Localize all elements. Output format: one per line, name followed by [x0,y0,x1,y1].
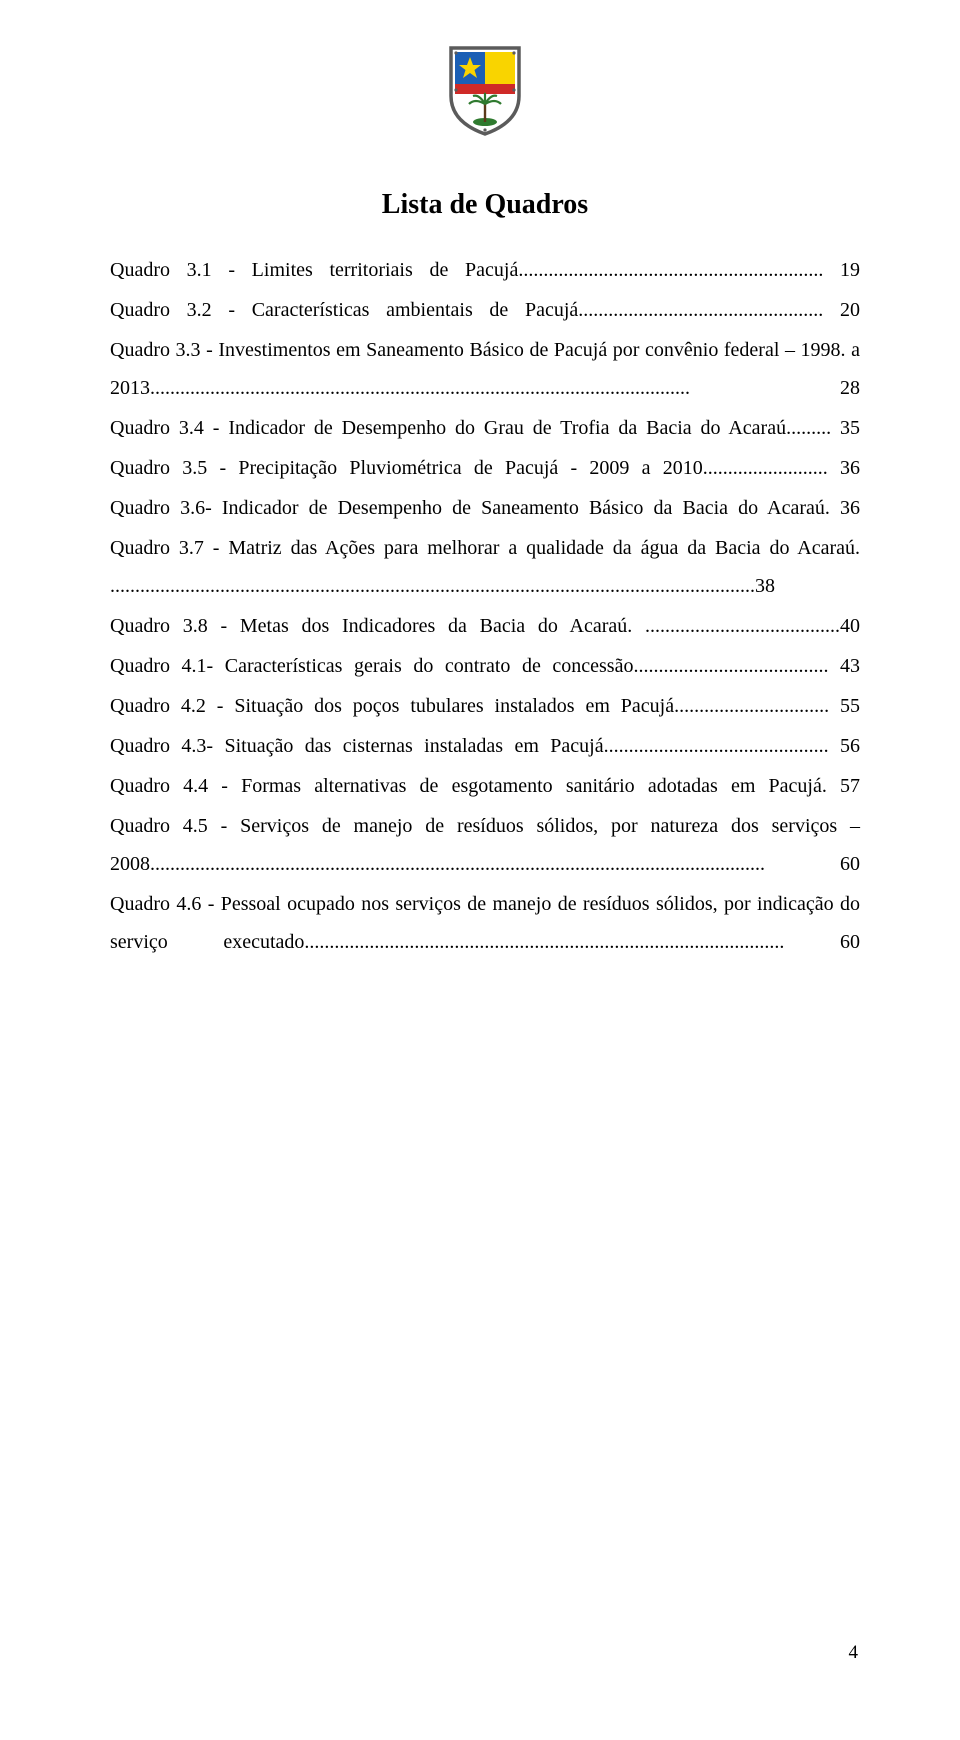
toc-text: Quadro 3.2 - Características ambientais … [110,299,860,321]
toc-text: Quadro 3.7 - Matriz das Ações para melho… [110,537,860,597]
toc-text: Quadro 3.6- Indicador de Desempenho de S… [110,497,860,519]
toc-entry: Quadro 3.1 - Limites territoriais de Pac… [110,251,860,289]
toc-text: Quadro 4.1- Características gerais do co… [110,655,860,677]
toc-entry: Quadro 3.6- Indicador de Desempenho de S… [110,489,860,527]
logo-container [110,40,860,143]
shield-logo-icon [443,40,527,143]
document-page: Lista de Quadros Quadro 3.1 - Limites te… [0,0,960,961]
toc-entry: Quadro 3.8 - Metas dos Indicadores da Ba… [110,607,860,645]
toc-text: Quadro 3.1 - Limites territoriais de Pac… [110,259,860,281]
toc-entry: Quadro 4.3- Situação das cisternas insta… [110,727,860,765]
toc-list: Quadro 3.1 - Limites territoriais de Pac… [110,251,860,961]
toc-entry: Quadro 4.2 - Situação dos poços tubulare… [110,687,860,725]
toc-text: Quadro 4.3- Situação das cisternas insta… [110,735,860,757]
toc-entry: Quadro 4.1- Características gerais do co… [110,647,860,685]
toc-entry: Quadro 3.3 - Investimentos em Saneamento… [110,331,860,407]
toc-text: Quadro 4.2 - Situação dos poços tubulare… [110,695,860,717]
toc-entry: Quadro 4.5 - Serviços de manejo de resíd… [110,807,860,883]
page-title: Lista de Quadros [110,189,860,221]
toc-text: Quadro 3.4 - Indicador de Desempenho do … [110,417,860,439]
toc-text: Quadro 4.6 - Pessoal ocupado nos serviço… [110,893,860,953]
toc-entry: Quadro 3.5 - Precipitação Pluviométrica … [110,449,860,487]
toc-text: Quadro 4.5 - Serviços de manejo de resíd… [110,815,860,875]
toc-entry: Quadro 4.6 - Pessoal ocupado nos serviço… [110,885,860,961]
toc-entry: Quadro 3.2 - Características ambientais … [110,291,860,329]
toc-text: Quadro 3.3 - Investimentos em Saneamento… [110,339,860,399]
toc-entry: Quadro 3.4 - Indicador de Desempenho do … [110,409,860,447]
toc-text: Quadro 3.8 - Metas dos Indicadores da Ba… [110,615,860,637]
toc-entry: Quadro 4.4 - Formas alternativas de esgo… [110,767,860,805]
page-number: 4 [849,1642,859,1664]
toc-entry: Quadro 3.7 - Matriz das Ações para melho… [110,529,860,605]
toc-text: Quadro 3.5 - Precipitação Pluviométrica … [110,457,860,479]
toc-text: Quadro 4.4 - Formas alternativas de esgo… [110,775,860,797]
